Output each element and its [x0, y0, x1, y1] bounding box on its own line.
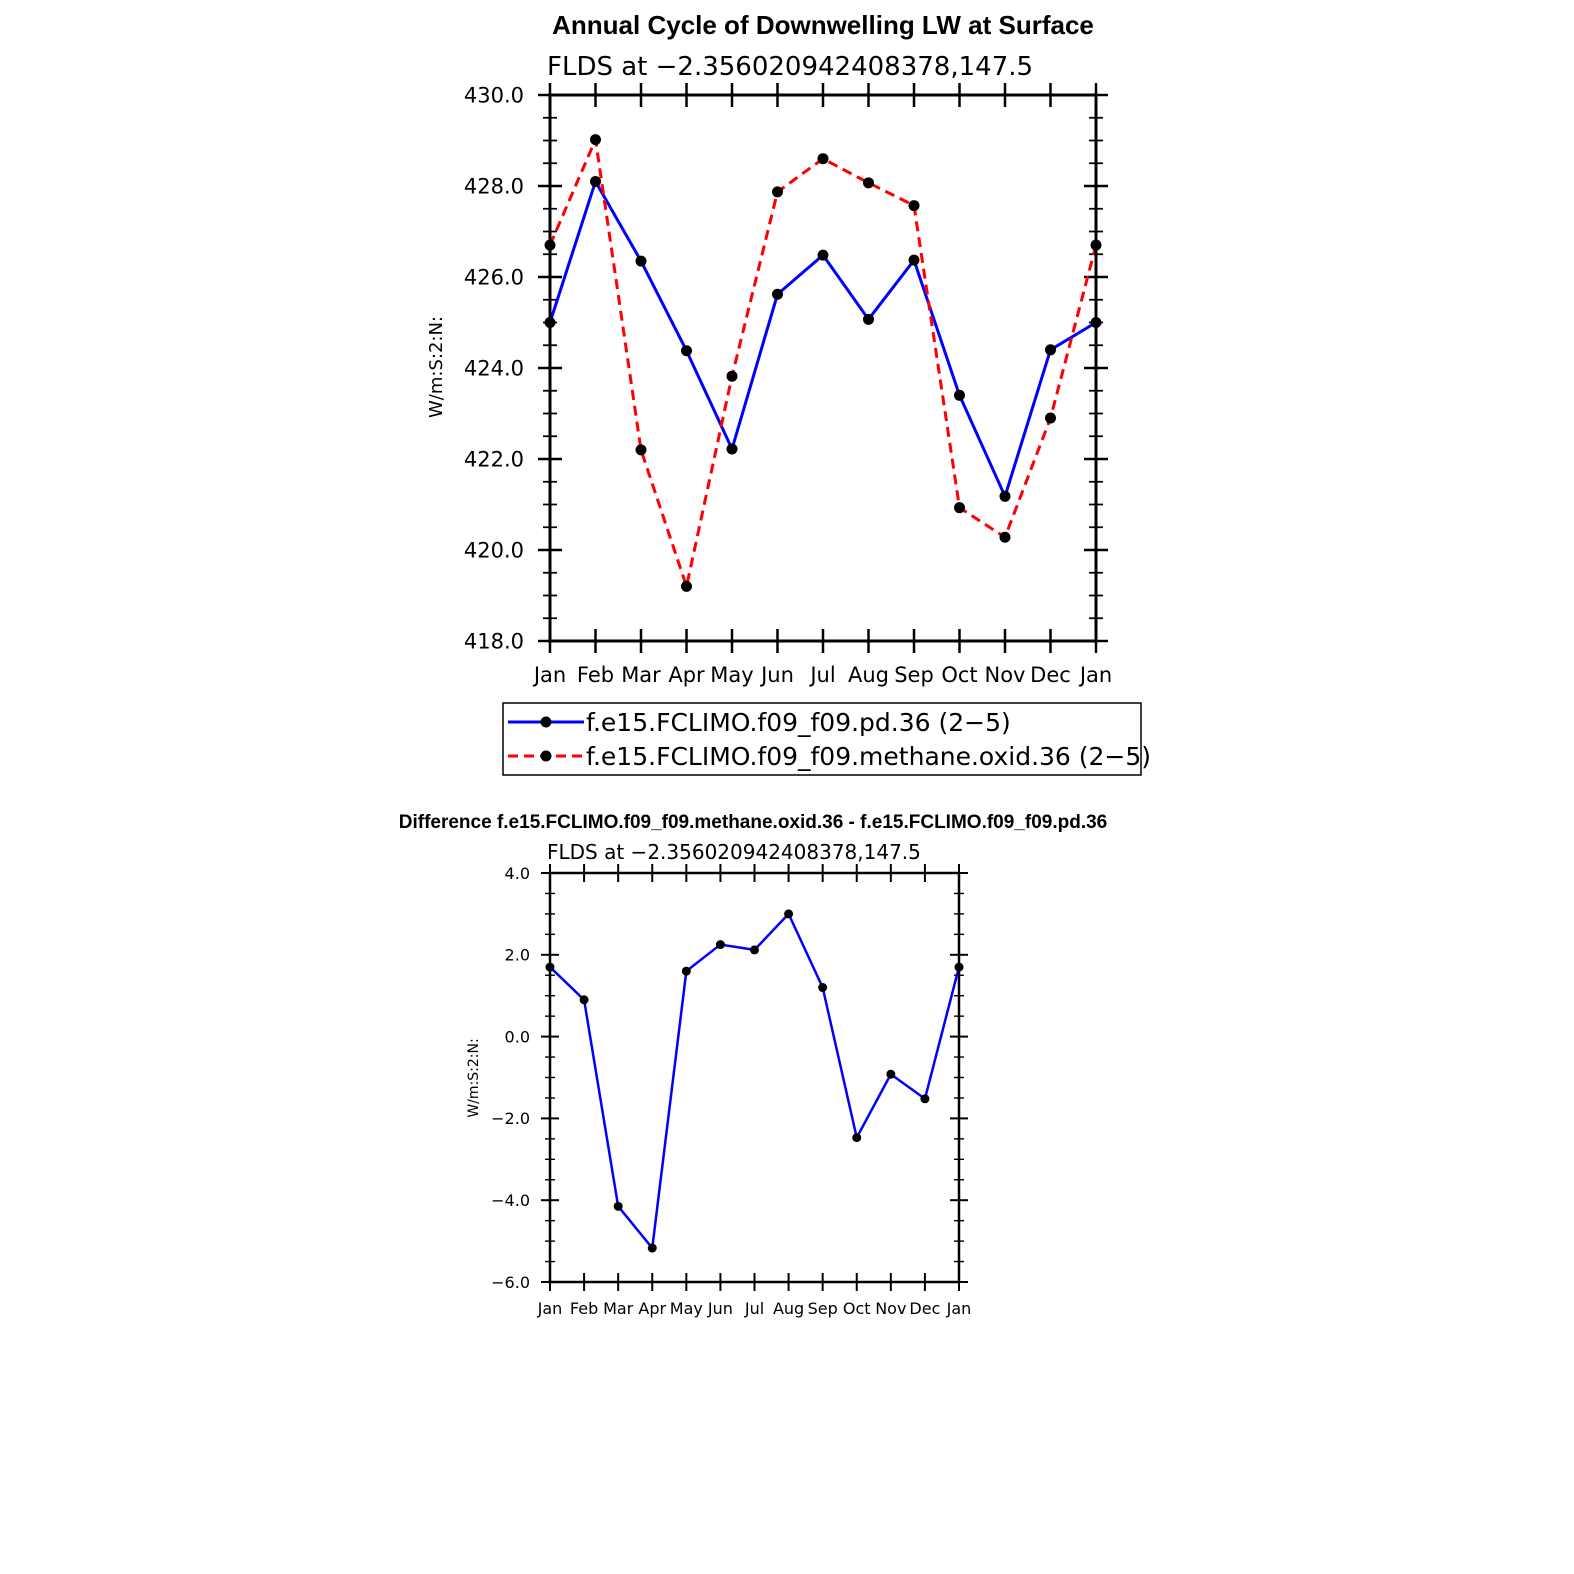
- chart-2-frame: [548, 871, 961, 1284]
- x-tick-label: Dec: [1030, 663, 1071, 687]
- y-tick-label: −6.0: [491, 1273, 530, 1292]
- data-point-0: [635, 255, 647, 267]
- x-tick-label: Feb: [570, 1299, 598, 1318]
- data-point-1: [590, 134, 601, 146]
- data-point-0: [863, 313, 874, 325]
- legend-label-pd: f.e15.FCLIMO.f09_f09.pd.36 (2−5): [586, 708, 1011, 737]
- x-tick-label: Jul: [744, 1299, 764, 1318]
- x-tick-label: Nov: [985, 663, 1026, 687]
- x-tick-label: Jan: [946, 1299, 972, 1318]
- legend-marker-methane: [540, 750, 552, 762]
- chart-2-subtitle: FLDS at −2.356020942408378,147.5: [547, 840, 921, 864]
- x-tick-label: Oct: [941, 663, 977, 687]
- y-tick-label: 426.0: [464, 266, 524, 290]
- data-point-0: [999, 490, 1011, 502]
- x-tick-label: Sep: [808, 1299, 838, 1318]
- x-tick-label: Apr: [668, 663, 705, 687]
- x-tick-label: May: [710, 663, 753, 687]
- x-tick-label: Jan: [532, 663, 566, 687]
- data-point-0: [681, 966, 691, 976]
- data-point-0: [681, 345, 692, 357]
- data-point-0: [613, 1201, 623, 1211]
- data-point-1: [726, 370, 738, 382]
- x-tick-label: Oct: [843, 1299, 871, 1318]
- y-tick-label: −2.0: [491, 1109, 530, 1128]
- data-point-0: [920, 1094, 930, 1104]
- chart-2: Difference f.e15.FCLIMO.f09_f09.methane.…: [399, 812, 1108, 1318]
- x-tick-label: Aug: [848, 663, 889, 687]
- series-line-1: [548, 138, 1098, 588]
- chart-2-plot-area: Jan Feb Mar Apr May Jun Jul Aug Sep Oct Nov Dec Jan−…: [491, 864, 971, 1318]
- y-tick-label: 430.0: [464, 84, 524, 108]
- x-tick-label: Apr: [638, 1299, 666, 1318]
- chart-1-ylabel: W/m:S:2:N:: [426, 316, 447, 418]
- data-point-1: [772, 186, 783, 198]
- legend-box: [502, 702, 1142, 776]
- data-point-0: [784, 909, 794, 919]
- x-tick-label: Sep: [894, 663, 934, 687]
- y-tick-label: −4.0: [491, 1191, 530, 1210]
- chart-1-subtitle: FLDS at −2.356020942408378,147.5: [547, 52, 1033, 82]
- data-point-1: [817, 153, 829, 165]
- x-tick-label: Jun: [707, 1299, 733, 1318]
- legend-label-methane: f.e15.FCLIMO.f09_f09.methane.oxid.36 (2−…: [586, 742, 1151, 771]
- chart-1-frame: [548, 93, 1098, 643]
- y-tick-label: 428.0: [464, 175, 524, 199]
- x-tick-label: Dec: [909, 1299, 940, 1318]
- x-tick-label: Aug: [773, 1299, 804, 1318]
- chart-1-legend: f.e15.FCLIMO.f09_f09.pd.36 (2−5) f.e15.F…: [502, 702, 1151, 776]
- chart-1: Annual Cycle of Downwelling LW at Surfac…: [426, 10, 1151, 776]
- series-line-0: [548, 179, 1097, 498]
- data-point-0: [1045, 344, 1056, 356]
- data-point-0: [579, 995, 589, 1005]
- data-point-0: [954, 389, 965, 401]
- data-point-1: [863, 177, 874, 189]
- y-tick-label: 422.0: [464, 448, 524, 472]
- x-tick-label: Feb: [577, 663, 614, 687]
- x-tick-label: Mar: [621, 663, 661, 687]
- legend-marker-pd: [540, 716, 552, 728]
- data-point-0: [772, 288, 783, 300]
- x-tick-label: Jan: [1078, 663, 1112, 687]
- x-tick-label: Mar: [603, 1299, 634, 1318]
- data-point-1: [635, 444, 647, 456]
- data-point-1: [954, 502, 965, 514]
- data-point-0: [590, 175, 601, 187]
- data-point-1: [681, 580, 692, 592]
- data-point-0: [715, 940, 725, 950]
- series-line-0: [549, 912, 961, 1250]
- x-tick-label: May: [670, 1299, 703, 1318]
- data-point-1: [908, 200, 920, 212]
- data-point-0: [817, 249, 829, 261]
- data-point-0: [852, 1133, 862, 1143]
- x-tick-label: Jan: [537, 1299, 563, 1318]
- chart-1-title: Annual Cycle of Downwelling LW at Surfac…: [552, 10, 1094, 40]
- data-point-0: [886, 1069, 896, 1079]
- chart-2-ylabel: W/m:S:2:N:: [466, 1038, 482, 1117]
- data-point-0: [908, 254, 920, 266]
- data-point-0: [818, 983, 828, 993]
- x-tick-label: Nov: [875, 1299, 906, 1318]
- data-point-0: [750, 945, 759, 955]
- chart-2-title: Difference f.e15.FCLIMO.f09_f09.methane.…: [399, 812, 1108, 833]
- y-tick-label: 4.0: [505, 864, 530, 883]
- y-tick-label: 0.0: [505, 1027, 530, 1046]
- x-tick-label: Jul: [808, 663, 835, 687]
- data-point-0: [726, 443, 738, 455]
- y-tick-label: 418.0: [464, 630, 524, 654]
- y-tick-label: 420.0: [464, 539, 524, 563]
- x-tick-label: Jun: [759, 663, 794, 687]
- data-point-1: [999, 531, 1011, 543]
- data-point-1: [1045, 412, 1056, 424]
- data-point-0: [647, 1243, 657, 1253]
- y-tick-label: 2.0: [505, 946, 530, 965]
- chart-1-plot-area: Jan Feb Mar Apr May Jun Jul Aug Sep Oct Nov Dec Jan 4…: [464, 83, 1112, 687]
- y-tick-label: 424.0: [464, 357, 524, 381]
